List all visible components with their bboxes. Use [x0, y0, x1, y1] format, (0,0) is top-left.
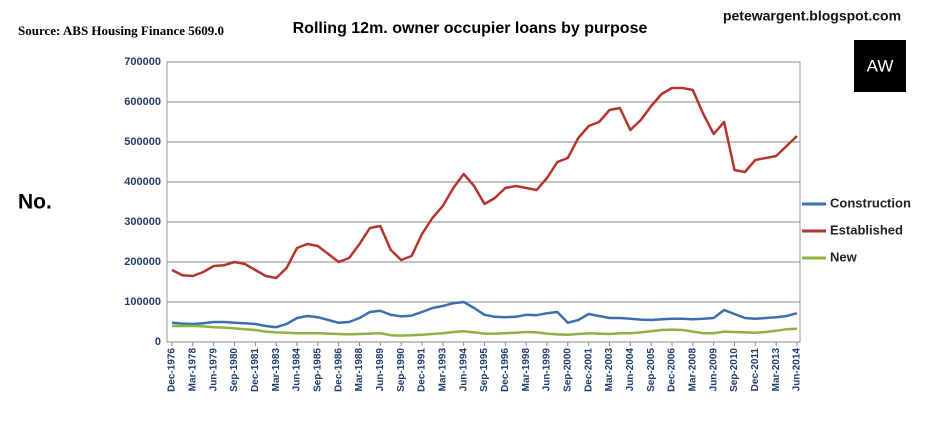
y-tick-label: 200000	[124, 256, 161, 268]
x-tick-label: Sep-1985	[312, 348, 323, 392]
y-tick-label: 400000	[124, 176, 161, 188]
x-tick-label: Jun-1999	[542, 348, 553, 392]
x-tick-label: Mar-2013	[771, 348, 782, 392]
logo-box	[854, 40, 906, 92]
x-tick-label: Sep-1990	[396, 348, 407, 392]
x-tick-label: Sep-1980	[229, 348, 240, 392]
legend-label: Established	[830, 222, 903, 237]
x-tick-label: Dec-2011	[750, 348, 761, 392]
x-tick-label: Jun-1984	[292, 348, 303, 392]
x-tick-label: Dec-1981	[250, 348, 261, 392]
x-tick-label: Mar-1983	[271, 348, 282, 392]
x-tick-label: Mar-1978	[187, 348, 198, 392]
y-tick-label: 700000	[124, 56, 161, 68]
source: Source: ABS Housing Finance 5609.0	[18, 23, 224, 38]
x-tick-label: Mar-2003	[604, 348, 615, 392]
legend-label: Construction	[830, 195, 911, 210]
x-tick-label: Mar-1993	[437, 348, 448, 392]
x-tick-label: Dec-1976	[167, 348, 178, 392]
x-tick-label: Sep-2000	[562, 348, 573, 392]
x-tick-label: Jun-2014	[792, 348, 803, 392]
series-line	[171, 86, 798, 280]
x-tick-label: Jun-1989	[375, 348, 386, 392]
x-tick-label: Sep-1995	[479, 348, 490, 392]
x-tick-label: Sep-2010	[729, 348, 740, 392]
legend-label: New	[830, 249, 858, 264]
x-tick-label: Dec-2001	[583, 348, 594, 392]
series-line	[171, 300, 798, 329]
x-tick-label: Dec-2006	[667, 348, 678, 392]
x-tick-label: Dec-1996	[500, 348, 511, 392]
y-axis-label: No.	[18, 191, 52, 214]
x-tick-label: Jun-1979	[208, 348, 219, 392]
x-tick-label: Dec-1986	[333, 348, 344, 392]
x-tick-label: Jun-2009	[708, 348, 719, 392]
series-line	[172, 324, 798, 337]
x-tick-label: Jun-2004	[625, 348, 636, 392]
y-tick-label: 0	[155, 336, 161, 348]
x-tick-label: Sep-2005	[646, 348, 657, 392]
y-tick-label: 300000	[124, 216, 161, 228]
x-tick-label: Jun-1994	[458, 348, 469, 392]
x-tick-label: Mar-1988	[354, 348, 365, 392]
x-tick-label: Mar-1998	[521, 348, 532, 392]
chart-title: Rolling 12m. owner occupier loans by pur…	[293, 20, 648, 37]
x-tick-label: Dec-1991	[417, 348, 428, 392]
x-tick-label: Mar-2008	[687, 348, 698, 392]
watermark: petewargent.blogspot.com	[723, 8, 901, 24]
y-tick-label: 100000	[124, 296, 161, 308]
y-tick-label: 600000	[124, 96, 161, 108]
logo: AW	[867, 56, 894, 75]
y-tick-label: 500000	[124, 136, 161, 148]
